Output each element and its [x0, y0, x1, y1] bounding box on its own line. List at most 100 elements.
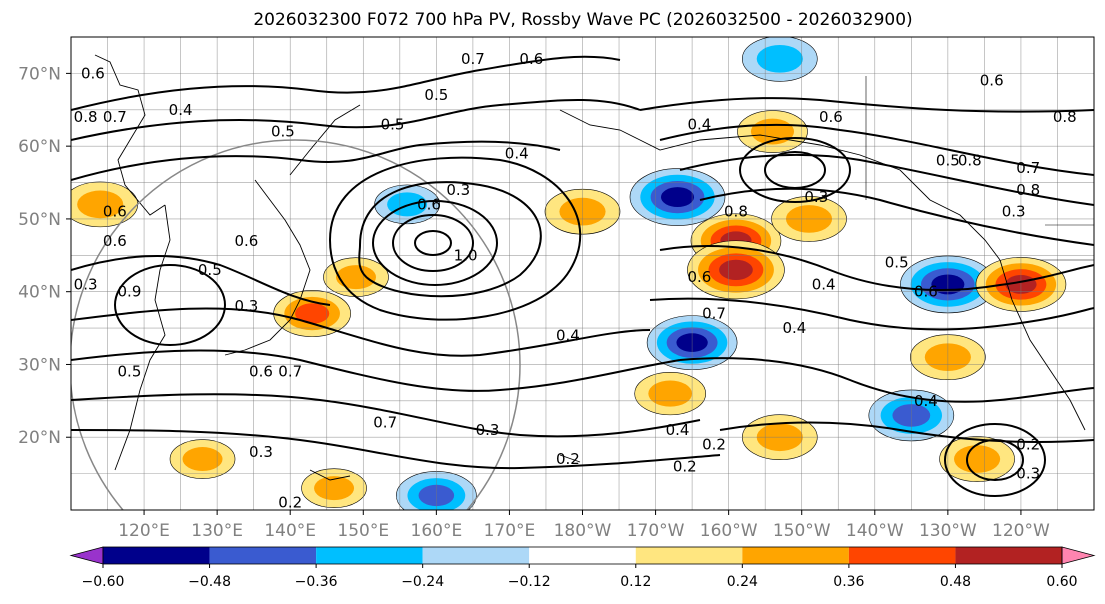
contour-label: 0.8 — [1053, 108, 1077, 126]
contour-label: 0.2 — [556, 450, 580, 468]
japan-kamchatka-coastline — [224, 179, 311, 356]
pv-contour-0.3-closed — [966, 439, 1024, 481]
kamchatka-coastline — [289, 104, 361, 176]
anomaly-level — [719, 259, 753, 280]
contour-label: 0.4 — [812, 275, 836, 293]
y-tick-label: 70°N — [18, 64, 61, 84]
y-tick-label: 60°N — [18, 137, 61, 157]
contour-label: 0.5 — [885, 254, 909, 272]
contour-label: 0.8 — [724, 203, 748, 221]
x-tick-label: 130°E — [191, 521, 243, 541]
islands-coastline — [309, 454, 581, 481]
contour-label: 0.6 — [234, 232, 258, 250]
pv-contour-0.9 — [392, 214, 474, 272]
colorbar-tick-label: 0.48 — [940, 574, 971, 590]
pv-contour-0.6-east — [639, 97, 1094, 113]
x-tick-label: 170°W — [627, 521, 685, 541]
colorbar-bin — [209, 547, 317, 564]
colorbar-tick-label: −0.24 — [401, 574, 444, 590]
colorbar-bin — [103, 547, 210, 564]
y-tick-label: 50°N — [18, 210, 61, 230]
contour-label: 0.7 — [278, 363, 302, 381]
pv-contour-0.6-south-east — [649, 297, 1094, 331]
east-asia-coastline — [114, 204, 171, 471]
contour-label: 0.3 — [249, 443, 273, 461]
y-axis-ticks: 20°N 30°N 40°N 50°N 60°N 70°N — [18, 64, 71, 448]
colorbar-tick-label: −0.36 — [295, 574, 338, 590]
colorbar-bin — [529, 547, 636, 564]
contour-label: 0.2 — [702, 436, 726, 454]
contour-label: 0.7 — [1016, 159, 1040, 177]
contour-label: 0.6 — [81, 64, 105, 82]
anomaly-level — [648, 380, 693, 407]
colorbar-bin — [635, 547, 743, 564]
contour-label: 0.8 — [958, 152, 982, 170]
chart-title: 2026032300 F072 700 hPa PV, Rossby Wave … — [253, 10, 912, 30]
contour-label: 0.6 — [417, 195, 441, 213]
anomaly-level — [77, 190, 124, 219]
contour-label: 0.6 — [687, 268, 711, 286]
contour-label: 0.7 — [103, 108, 127, 126]
positive-anomaly-15 — [939, 436, 1015, 482]
contour-label: 0.4 — [169, 101, 193, 119]
contour-label: 0.5 — [198, 261, 222, 279]
contour-label: 0.5 — [118, 363, 142, 381]
anomaly-level — [756, 44, 803, 73]
range-circle — [71, 139, 521, 510]
contour-labels: 0.6 0.8 0.7 0.4 0.5 0.5 0.5 0.7 0.6 0.4 0.3 0.6 1.0 0… — [74, 50, 1077, 510]
pv-contours — [71, 55, 1094, 497]
positive-anomaly-21 — [301, 468, 367, 508]
pv-contour-0.4-south-east — [679, 357, 1094, 403]
contour-label: 0.7 — [702, 305, 726, 323]
y-tick-label: 20°N — [18, 428, 61, 448]
contour-label: 0.3 — [1016, 465, 1040, 483]
colorbar-tick-label: 0.36 — [833, 574, 864, 590]
pv-contour-0.4-east — [659, 245, 1094, 291]
contour-label: 1.0 — [454, 246, 478, 264]
positive-anomaly-1 — [273, 290, 351, 337]
anomaly-level — [182, 447, 223, 472]
contour-label: 0.5 — [936, 152, 960, 170]
contour-label: 0.8 — [1016, 181, 1040, 199]
anomaly-level — [660, 187, 695, 208]
pv-contour-0.5-east — [699, 187, 1094, 246]
contour-label: 0.3 — [804, 188, 828, 206]
colorbar-bin — [848, 547, 956, 564]
contour-label: 0.7 — [461, 50, 485, 68]
pv-contour-0.8-east — [679, 153, 1094, 206]
x-tick-label: 160°E — [411, 521, 463, 541]
contour-label: 0.6 — [980, 72, 1004, 90]
colorbar-tick-label: −0.48 — [188, 574, 231, 590]
colorbar-frame — [102, 546, 1063, 565]
x-axis-ticks: 120°E 130°E 140°E 150°E 160°E 170°E 180°W 170°W… — [118, 510, 1050, 541]
pv-contour-0.7-east — [659, 123, 1094, 176]
positive-anomaly-0 — [71, 181, 139, 228]
x-tick-label: 120°W — [992, 521, 1050, 541]
contour-label: 0.4 — [666, 421, 690, 439]
colorbar-bin — [742, 547, 849, 564]
contour-label: 0.3 — [74, 275, 98, 293]
anomaly-level — [314, 476, 355, 501]
pv-contour-0.4-north — [71, 140, 561, 181]
positive-anomaly-12 — [634, 371, 706, 416]
x-tick-label: 140°W — [846, 521, 904, 541]
contour-label: 0.4 — [687, 115, 711, 133]
pv-contour-0.5-mid — [71, 307, 651, 357]
pv-contour-0.5-north — [71, 99, 641, 141]
colorbar-bin — [422, 547, 530, 564]
contour-label: 0.6 — [103, 232, 127, 250]
pv-contour-0.5-closed-west — [114, 264, 226, 346]
pv-contour-1.0 — [414, 230, 452, 256]
pv-contour-0.2-south — [71, 429, 721, 470]
pv-contour-0.6 — [328, 156, 582, 321]
pv-contour-0.3-south — [71, 393, 701, 438]
contour-label: 0.6 — [249, 363, 273, 381]
negative-anomaly-5 — [629, 168, 726, 226]
map-panel: 0.6 0.8 0.7 0.4 0.5 0.5 0.5 0.7 0.6 0.4 0.3 0.6 1.0 0… — [71, 37, 1094, 510]
pv-contour-0.4-closed-north — [739, 137, 851, 203]
pv-contour-0.2-closed — [944, 423, 1046, 497]
x-tick-label: 160°W — [700, 521, 758, 541]
negative-anomaly-19 — [742, 37, 818, 82]
anomaly-level — [335, 265, 376, 290]
